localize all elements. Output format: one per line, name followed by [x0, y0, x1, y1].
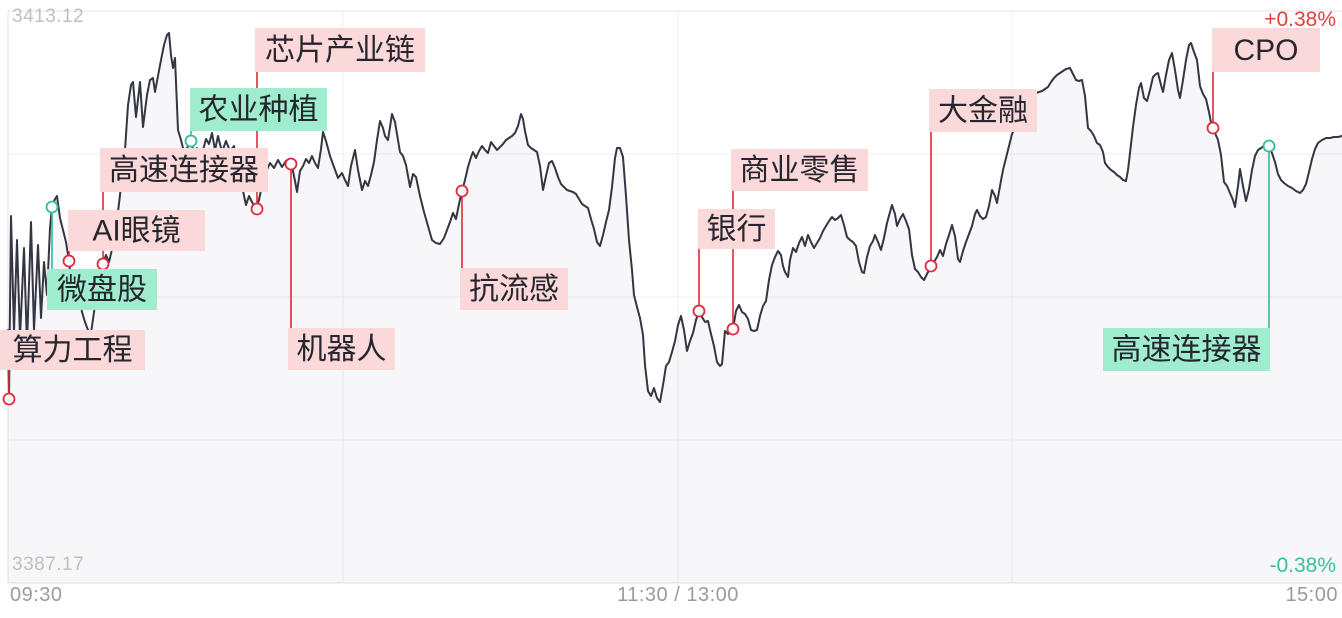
annotation-marker-circle — [250, 202, 264, 216]
sector-annotation-label[interactable]: 芯片产业链 — [265, 34, 415, 67]
y-axis-max-label: 3413.12 — [12, 6, 85, 27]
annotation-marker-circle — [924, 259, 938, 273]
sector-annotation-label[interactable]: 机器人 — [297, 333, 387, 366]
sector-annotation-label[interactable]: 微盘股 — [57, 274, 147, 307]
sector-annotation-box[interactable] — [929, 89, 1037, 132]
sector-annotation-label[interactable]: 农业种植 — [199, 94, 319, 127]
change-axis-max-label: +0.38% — [1264, 8, 1336, 31]
sector-annotation-box[interactable] — [698, 209, 775, 249]
sector-annotation-box[interactable] — [460, 268, 568, 310]
time-tick-midday: 11:30 / 13:00 — [617, 584, 739, 606]
sector-annotation-box[interactable] — [100, 148, 268, 192]
time-tick-open: 09:30 — [10, 584, 63, 606]
sector-annotation-label[interactable]: 高速连接器 — [1112, 334, 1262, 367]
annotation-marker-circle — [2, 392, 16, 406]
annotation-marker-circle — [284, 157, 298, 171]
price-area-fill — [8, 33, 1342, 583]
sector-annotation-label[interactable]: 银行 — [707, 213, 767, 246]
annotation-marker-circle — [45, 200, 59, 214]
annotation-marker-circle — [726, 322, 740, 336]
change-axis-min-label: -0.38% — [1269, 554, 1336, 577]
annotation-marker-circle — [1206, 121, 1220, 135]
sector-annotation-label[interactable]: 抗流感 — [469, 273, 559, 306]
time-tick-close: 15:00 — [1285, 584, 1338, 606]
sector-annotation-box[interactable] — [68, 210, 205, 251]
sector-annotation-label[interactable]: 大金融 — [938, 95, 1028, 128]
sector-annotation-label[interactable]: AI眼镜 — [92, 215, 180, 248]
sector-annotation-box[interactable] — [0, 330, 145, 370]
sector-annotation-box[interactable] — [190, 88, 327, 131]
sector-annotation-box[interactable] — [1212, 28, 1320, 72]
annotation-marker-circle — [455, 184, 469, 198]
sector-annotation-box[interactable] — [1103, 328, 1270, 371]
sector-annotation-label[interactable]: CPO — [1233, 34, 1298, 67]
y-axis-min-label: 3387.17 — [12, 554, 85, 575]
price-line — [7, 32, 1342, 403]
sector-annotation-box[interactable] — [288, 328, 395, 370]
sector-annotation-box[interactable] — [47, 269, 157, 310]
sector-annotation-label[interactable]: 算力工程 — [13, 334, 133, 367]
annotation-marker-circle — [1262, 139, 1276, 153]
sector-annotation-label[interactable]: 高速连接器 — [109, 154, 259, 187]
annotation-marker-circle — [184, 134, 198, 148]
annotation-marker-circle — [96, 257, 110, 271]
sector-annotation-box[interactable] — [255, 28, 425, 72]
annotation-marker-circle — [62, 254, 76, 268]
annotation-marker-circle — [692, 304, 706, 318]
sector-annotation-box[interactable] — [731, 149, 868, 191]
sector-annotation-label[interactable]: 商业零售 — [740, 154, 860, 187]
